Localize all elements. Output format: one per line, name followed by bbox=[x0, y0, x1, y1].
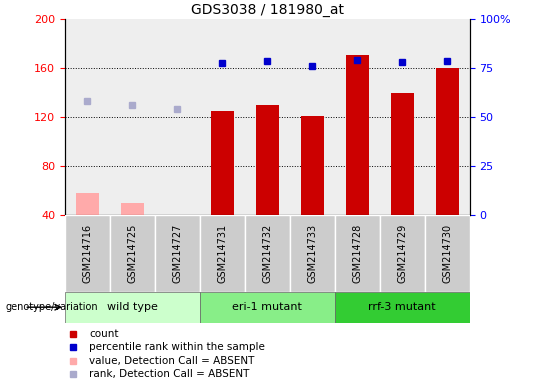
Text: GSM214725: GSM214725 bbox=[127, 224, 137, 283]
Bar bbox=[65, 292, 200, 323]
Text: GSM214731: GSM214731 bbox=[217, 224, 227, 283]
Bar bbox=[335, 215, 380, 292]
Bar bbox=[425, 215, 470, 292]
Bar bbox=[76, 193, 98, 215]
Bar bbox=[290, 215, 335, 292]
Bar bbox=[335, 292, 470, 323]
Bar bbox=[121, 203, 144, 215]
Text: GSM214716: GSM214716 bbox=[82, 224, 92, 283]
Bar bbox=[65, 215, 110, 292]
Text: eri-1 mutant: eri-1 mutant bbox=[232, 302, 302, 312]
Text: GSM214729: GSM214729 bbox=[397, 224, 407, 283]
Text: rrf-3 mutant: rrf-3 mutant bbox=[368, 302, 436, 312]
Bar bbox=[436, 68, 458, 215]
Text: GSM214730: GSM214730 bbox=[442, 224, 453, 283]
Title: GDS3038 / 181980_at: GDS3038 / 181980_at bbox=[191, 3, 344, 17]
Text: value, Detection Call = ABSENT: value, Detection Call = ABSENT bbox=[89, 356, 254, 366]
Bar bbox=[211, 111, 234, 215]
Text: GSM214733: GSM214733 bbox=[307, 224, 318, 283]
Bar bbox=[110, 215, 155, 292]
Text: wild type: wild type bbox=[107, 302, 158, 312]
Bar bbox=[380, 215, 425, 292]
Bar bbox=[346, 55, 368, 215]
Text: rank, Detection Call = ABSENT: rank, Detection Call = ABSENT bbox=[89, 369, 249, 379]
Text: count: count bbox=[89, 329, 119, 339]
Bar bbox=[391, 93, 414, 215]
Bar bbox=[245, 215, 290, 292]
Text: GSM214727: GSM214727 bbox=[172, 224, 183, 283]
Text: GSM214728: GSM214728 bbox=[352, 224, 362, 283]
Bar bbox=[200, 292, 335, 323]
Text: percentile rank within the sample: percentile rank within the sample bbox=[89, 342, 265, 352]
Bar bbox=[301, 116, 323, 215]
Bar bbox=[155, 215, 200, 292]
Bar bbox=[200, 215, 245, 292]
Bar bbox=[256, 105, 279, 215]
Text: genotype/variation: genotype/variation bbox=[5, 302, 98, 312]
Text: GSM214732: GSM214732 bbox=[262, 224, 272, 283]
